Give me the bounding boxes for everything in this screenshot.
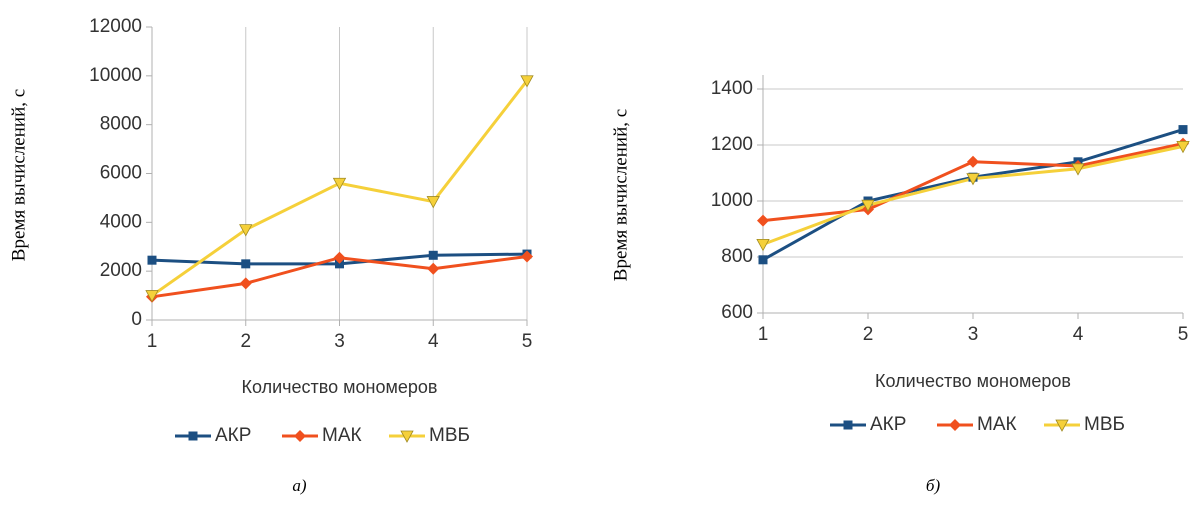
- x-axis-label: Количество мономеров: [242, 377, 438, 397]
- marker: [757, 214, 769, 227]
- marker: [239, 277, 252, 290]
- x-tick-label: 3: [968, 324, 979, 345]
- marker: [400, 430, 414, 443]
- marker: [1055, 419, 1069, 432]
- y-tick-label: 10000: [89, 65, 142, 86]
- marker: [966, 173, 980, 186]
- x-tick-label: 2: [863, 324, 874, 345]
- y-tick-label: 8000: [100, 114, 142, 135]
- y-tick-label: 800: [721, 246, 753, 267]
- marker: [520, 75, 534, 88]
- marker: [426, 196, 440, 209]
- marker: [1176, 140, 1190, 154]
- x-axis-label: Количество мономеров: [875, 371, 1071, 391]
- marker: [967, 155, 979, 168]
- x-tick-label: 4: [1073, 324, 1084, 345]
- marker: [241, 259, 251, 269]
- x-tick-label: 3: [334, 331, 345, 352]
- y-tick-label: 600: [721, 302, 753, 323]
- marker: [332, 177, 347, 191]
- x-tick-label: 1: [758, 324, 769, 345]
- marker: [147, 255, 157, 265]
- legend-label: МАК: [977, 414, 1017, 435]
- y-axis-label: Время вычислений, с: [8, 89, 29, 261]
- legend-label: МВБ: [1084, 414, 1125, 435]
- marker: [145, 290, 159, 303]
- x-tick-label: 1: [147, 331, 158, 352]
- x-tick-label: 2: [240, 331, 251, 352]
- y-tick-label: 6000: [100, 163, 142, 184]
- y-axis-label: Время вычислений, с: [610, 109, 631, 281]
- legend-label: АКР: [870, 414, 906, 435]
- marker: [758, 255, 768, 265]
- x-tick-label: 5: [522, 331, 533, 352]
- y-tick-label: 1000: [711, 190, 753, 211]
- caption: а): [292, 476, 307, 495]
- marker: [239, 224, 253, 237]
- x-tick-label: 4: [428, 331, 439, 352]
- marker: [428, 250, 438, 260]
- marker: [1178, 125, 1188, 135]
- legend-label: АКР: [215, 425, 251, 446]
- marker: [294, 430, 306, 442]
- y-tick-label: 1200: [711, 134, 753, 155]
- marker: [188, 431, 198, 441]
- y-tick-label: 12000: [89, 16, 142, 37]
- marker: [1071, 163, 1085, 176]
- series-line: [762, 128, 1184, 262]
- y-tick-label: 2000: [100, 260, 142, 281]
- legend-label: МВБ: [429, 425, 470, 446]
- y-tick-label: 0: [131, 309, 142, 330]
- legend-label: МАК: [322, 425, 362, 446]
- marker: [861, 199, 875, 213]
- marker: [335, 259, 344, 269]
- y-tick-label: 1400: [711, 78, 753, 99]
- x-tick-label: 5: [1178, 324, 1189, 345]
- marker: [756, 238, 770, 252]
- marker: [949, 419, 961, 431]
- caption: б): [926, 476, 941, 495]
- marker: [333, 251, 346, 264]
- y-tick-label: 4000: [100, 211, 142, 232]
- marker: [521, 250, 533, 263]
- marker: [843, 420, 853, 430]
- marker: [427, 262, 440, 275]
